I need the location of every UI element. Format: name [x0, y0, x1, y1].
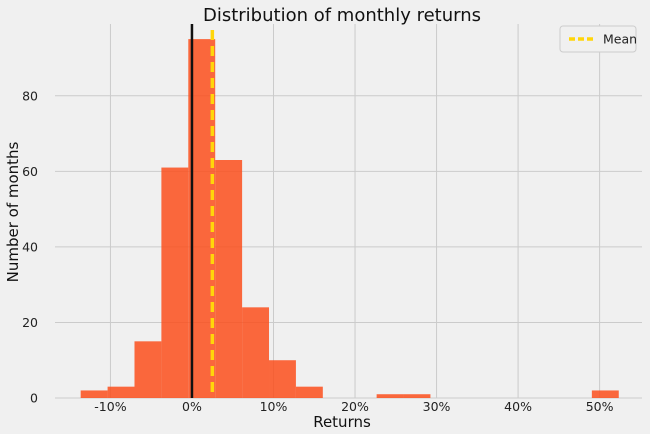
- tick-labels: 0 20 40 60 80 -10% 0% 10% 20% 30% 40% 50%: [22, 88, 614, 414]
- reference-lines: [190, 24, 215, 398]
- histogram-bar: [403, 394, 431, 398]
- y-tick-label: 60: [22, 164, 38, 179]
- x-tick-label: 50%: [586, 399, 614, 414]
- x-tick-label: 10%: [260, 399, 288, 414]
- y-tick-label: 80: [22, 88, 38, 103]
- histogram-bar: [295, 386, 323, 398]
- histogram-bar: [591, 390, 619, 398]
- y-tick-label: 40: [22, 239, 38, 254]
- histogram-bar: [80, 390, 108, 398]
- chart-title: Distribution of monthly returns: [203, 5, 481, 26]
- x-tick-label: 0%: [182, 399, 202, 414]
- histogram-bar: [107, 386, 135, 398]
- grid-lines: [55, 24, 642, 399]
- x-tick-label: -10%: [94, 399, 126, 414]
- histogram-bar: [161, 167, 189, 398]
- histogram-bar: [269, 360, 296, 398]
- legend-box: [559, 25, 637, 53]
- legend-mean-label: Mean: [603, 32, 637, 47]
- y-tick-label: 0: [30, 391, 38, 406]
- x-axis-label: Returns: [313, 413, 371, 431]
- x-tick-label: 20%: [341, 399, 369, 414]
- x-tick-label: 30%: [423, 399, 451, 414]
- y-tick-label: 20: [22, 315, 38, 330]
- histogram-bar: [376, 394, 404, 398]
- histogram-bar: [242, 307, 270, 398]
- histogram-bar: [215, 160, 243, 398]
- histogram-bar: [134, 341, 162, 398]
- y-axis-label: Number of months: [4, 141, 22, 282]
- legend: Mean: [559, 25, 637, 53]
- x-tick-label: 40%: [504, 399, 532, 414]
